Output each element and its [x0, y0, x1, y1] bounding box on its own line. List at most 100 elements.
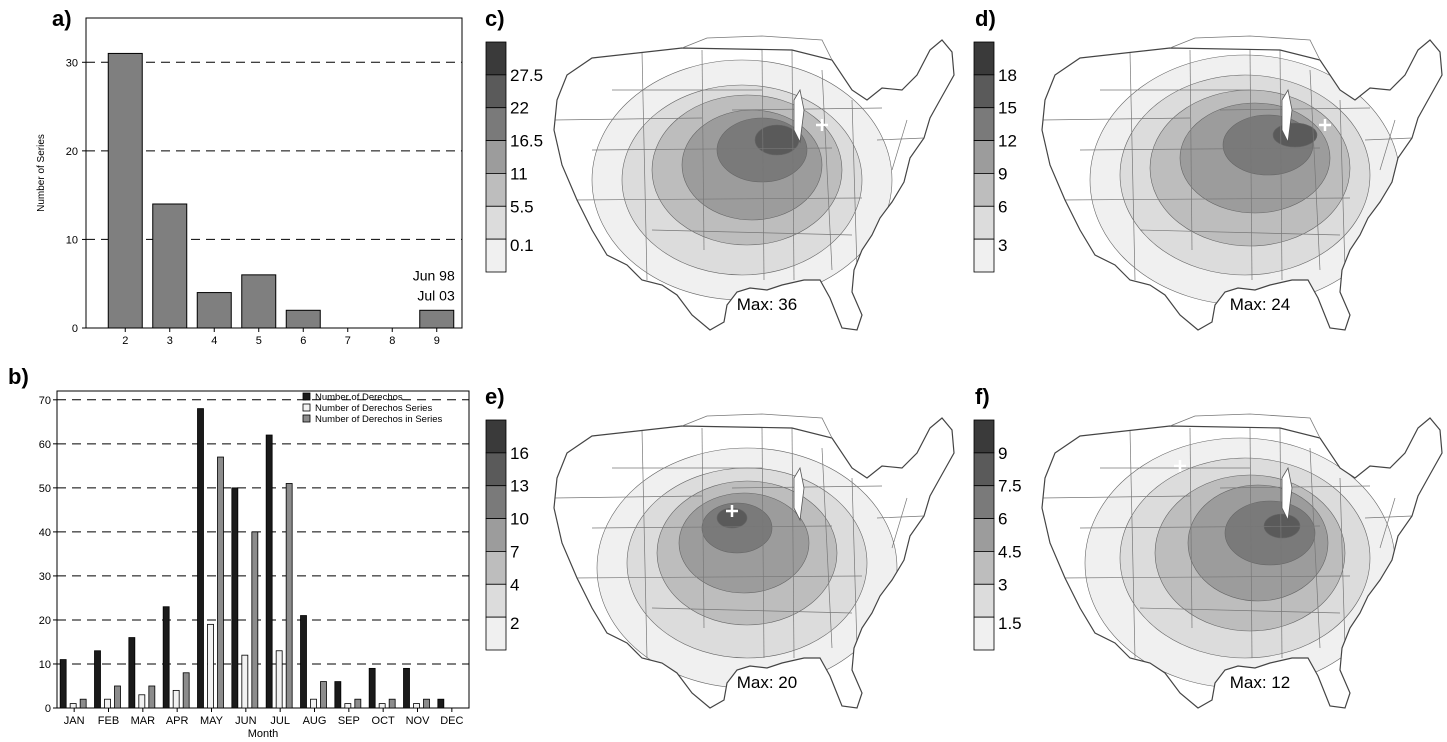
- colorbar-band: [973, 518, 995, 552]
- y-tick-label: 0: [72, 323, 78, 335]
- state-border: [1219, 107, 1371, 111]
- colorbar-band: [485, 452, 507, 487]
- map-state-lines: [1042, 427, 1413, 659]
- bar-jul-s1: [265, 434, 273, 709]
- colorbar-tick-label: 11: [510, 164, 528, 183]
- colorbar-band: [485, 485, 507, 519]
- colorbar-band: [485, 583, 507, 618]
- bar-may-s3: [217, 456, 224, 709]
- state-border: [571, 197, 863, 201]
- x-tick-label: 5: [256, 335, 262, 345]
- colorbar-band: [485, 616, 507, 651]
- panel-label-d: d): [975, 6, 996, 31]
- colorbar-band: [973, 419, 995, 454]
- colorbar-tick-label: 4: [510, 575, 519, 594]
- bar-aug-s3: [320, 681, 327, 709]
- colorbar-tick-label: 2: [510, 614, 519, 633]
- state-border: [1279, 427, 1283, 659]
- max-label: Max: 36: [737, 295, 797, 314]
- colorbar-tick-label: 27.5: [510, 66, 543, 85]
- state-border: [891, 497, 908, 549]
- map-outline: [1041, 417, 1443, 709]
- map-us: Max: 24: [1041, 35, 1443, 331]
- state-border: [701, 427, 705, 629]
- colorbar-tick-label: 15: [998, 99, 1017, 118]
- state-border: [591, 525, 833, 529]
- colorbar-band: [973, 616, 995, 651]
- colorbar-tick-label: 22: [510, 99, 529, 118]
- state-border: [791, 427, 795, 659]
- bar-sep-s2: [344, 703, 352, 709]
- map-contours: [596, 447, 898, 689]
- state-border: [821, 69, 833, 271]
- colorbar-band: [485, 173, 507, 207]
- legend-swatch: [302, 414, 311, 423]
- colorbar-band: [485, 551, 507, 585]
- max-label: Max: 12: [1230, 673, 1290, 692]
- y-tick-label: 30: [66, 57, 78, 69]
- bar-jun-s3: [251, 531, 259, 709]
- state-border: [1189, 427, 1193, 629]
- bar-jan-s1: [59, 659, 67, 709]
- colorbar-band: [973, 238, 995, 273]
- state-border: [761, 49, 765, 281]
- bar-5: [241, 274, 277, 329]
- state-border: [1059, 197, 1351, 201]
- annotation-text: Jul 03: [417, 287, 455, 303]
- state-border: [651, 229, 853, 236]
- y-tick-label: 50: [39, 483, 51, 495]
- x-tick-label: JUL: [270, 715, 290, 727]
- great-lakes: [1281, 88, 1293, 144]
- legend-swatch: [302, 403, 311, 412]
- state-border: [851, 477, 858, 649]
- map-panel-d: 18 15 12 9 6 3 Max: 24: [973, 35, 1443, 331]
- bar-aug-s1: [300, 615, 307, 709]
- legend-swatch: [302, 392, 311, 401]
- bar-oct-s1: [368, 667, 376, 709]
- map-state-lines: [554, 49, 925, 281]
- border-line: [681, 35, 833, 61]
- bar-3: [152, 203, 188, 329]
- state-border: [1249, 49, 1253, 281]
- x-tick-label: AUG: [303, 715, 327, 727]
- x-tick-label: 9: [434, 335, 440, 345]
- bar-4: [196, 292, 232, 329]
- bar-jan-s2: [69, 703, 77, 709]
- colorbar-band: [973, 551, 995, 585]
- x-tick-label: DEC: [440, 715, 463, 727]
- max-location-marker: [1174, 460, 1186, 472]
- x-tick-label: FEB: [98, 715, 119, 727]
- max-label: Max: 24: [1230, 295, 1290, 314]
- bar-oct-s2: [378, 703, 386, 709]
- state-border: [1042, 117, 1191, 121]
- state-border: [1139, 229, 1341, 236]
- state-border: [1042, 495, 1191, 499]
- great-lakes: [1281, 466, 1293, 522]
- map-state-lines: [1042, 49, 1413, 281]
- colorbar-tick-label: 3: [998, 236, 1007, 255]
- colorbar-band: [485, 518, 507, 552]
- colorbar-band: [973, 107, 995, 141]
- state-border: [1379, 119, 1396, 171]
- colorbar-band: [973, 452, 995, 487]
- map-outline: [1041, 39, 1443, 331]
- bar-nov-s2: [413, 703, 420, 709]
- state-border: [1364, 137, 1413, 141]
- x-tick-label: MAY: [200, 715, 224, 727]
- colorbar-band: [485, 41, 507, 76]
- map-us: Max: 12: [1041, 413, 1443, 709]
- state-border: [761, 427, 765, 659]
- colorbar-tick-label: 7.5: [998, 477, 1022, 496]
- colorbar-band: [485, 140, 507, 174]
- state-border: [1079, 147, 1321, 151]
- colorbar-tick-label: 9: [998, 444, 1007, 463]
- legend-label: Number of Derechos in Series: [315, 414, 442, 425]
- state-border: [1364, 515, 1413, 519]
- bar-nov-s3: [423, 698, 430, 709]
- map-contours: [1089, 54, 1401, 306]
- bar-oct-s3: [388, 698, 396, 709]
- great-lakes: [793, 466, 805, 522]
- y-tick-label: 20: [66, 146, 78, 158]
- bar-may-s1: [197, 408, 204, 709]
- x-tick-label: 8: [389, 335, 395, 345]
